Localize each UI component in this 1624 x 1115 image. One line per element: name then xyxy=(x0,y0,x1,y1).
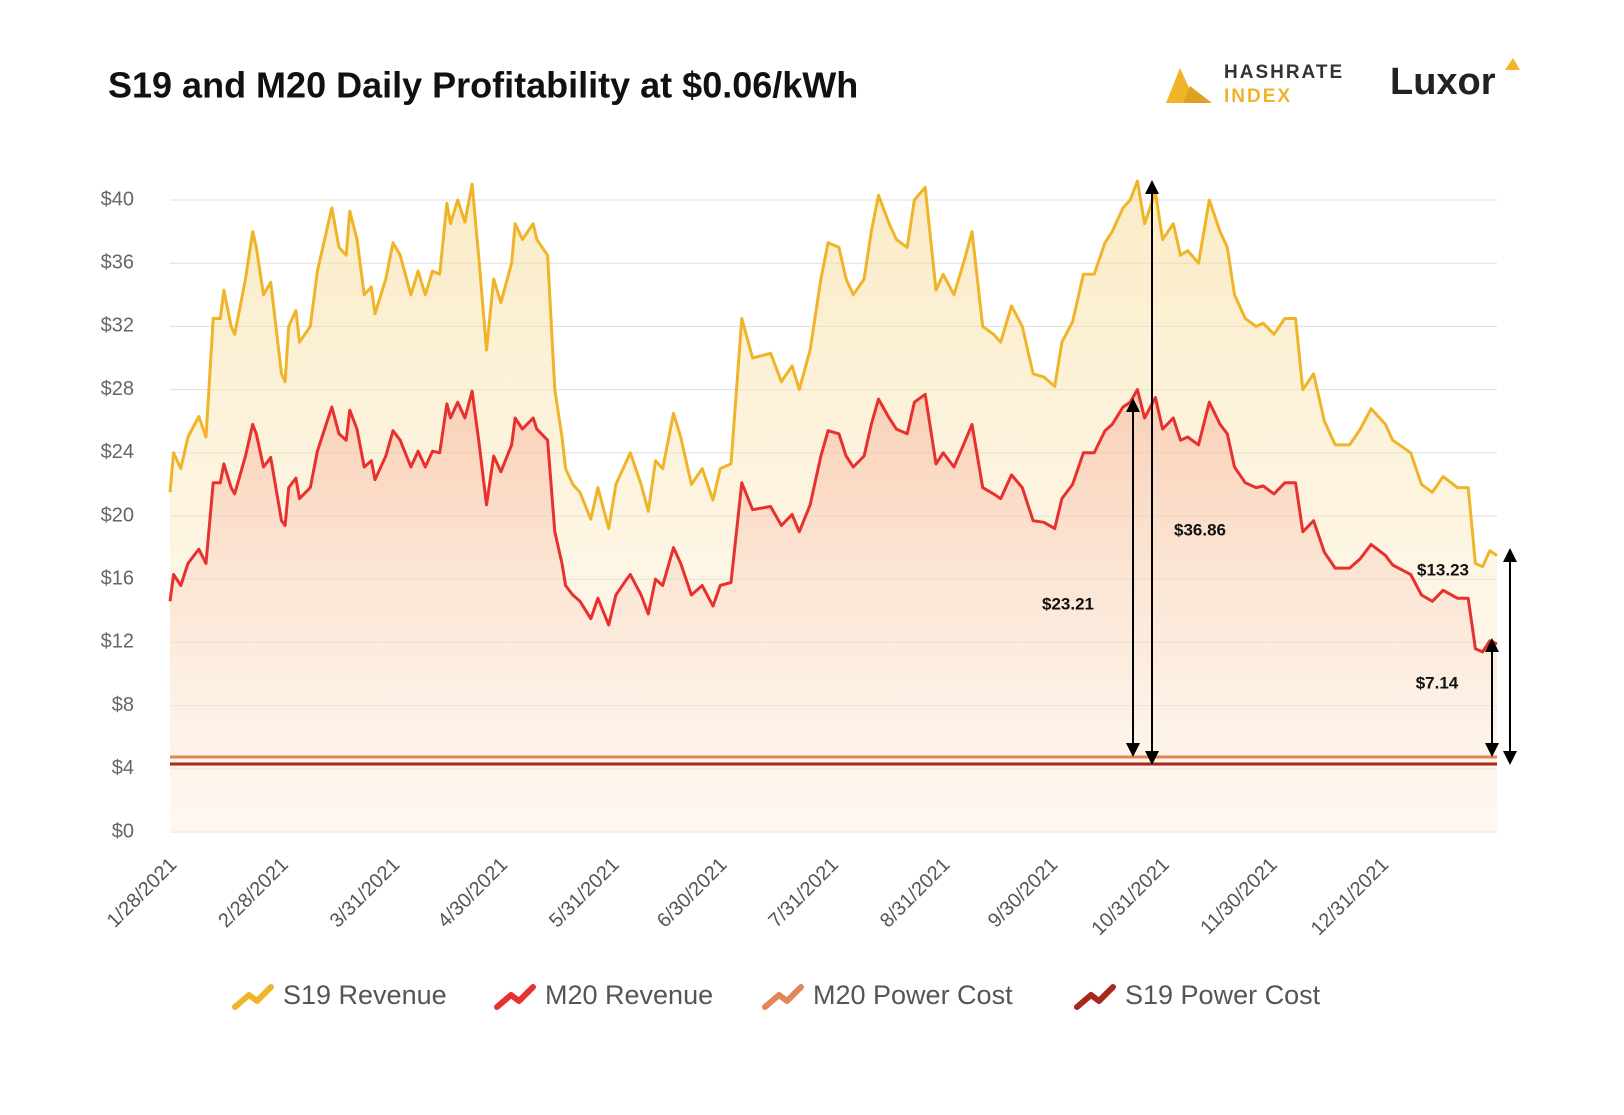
legend-swatch xyxy=(494,984,536,1010)
series-line xyxy=(168,179,1498,569)
y-tick-label: $28 xyxy=(101,378,134,400)
plot: $0 $4 $8 $12 $16 $20 $24 $28 $32 $36 $40 1/28/2021 2… xyxy=(101,179,1517,1010)
y-tick-label: $0 xyxy=(112,820,134,842)
y-tick-label: $36 xyxy=(101,251,134,273)
y-tick-label: $16 xyxy=(101,567,134,589)
logo-text: Luxor xyxy=(1390,61,1496,103)
area xyxy=(170,389,1497,832)
y-tick-label: $8 xyxy=(112,694,134,716)
annotation: $23.21 xyxy=(1042,594,1094,613)
annotation: $7.14 xyxy=(1416,673,1459,692)
legend-label: S19 Revenue xyxy=(283,980,447,1010)
legend-swatch xyxy=(762,984,804,1010)
x-tick-label: 10/31/2021 xyxy=(1087,854,1173,940)
x-tick-label: 12/31/2021 xyxy=(1307,854,1393,940)
x-tick-label: 5/31/2021 xyxy=(545,854,623,932)
legend-label: M20 Revenue xyxy=(545,980,713,1010)
y-tick-label: $12 xyxy=(101,631,134,653)
legend-swatch xyxy=(232,984,274,1010)
legend-label: M20 Power Cost xyxy=(813,980,1013,1010)
logo-icon xyxy=(1183,86,1212,103)
y-tick-label: $4 xyxy=(112,757,134,779)
x-tick-label: 4/30/2021 xyxy=(434,854,512,932)
x-tick-label: 2/28/2021 xyxy=(214,854,292,932)
annotation: $36.86 xyxy=(1174,520,1226,539)
x-tick-label: 1/28/2021 xyxy=(103,854,181,932)
x-tick-label: 11/30/2021 xyxy=(1196,854,1281,939)
series-line xyxy=(168,388,1498,654)
logo-icon xyxy=(1505,58,1520,70)
x-tick-label: 6/30/2021 xyxy=(653,854,731,932)
legend-label: S19 Power Cost xyxy=(1125,980,1321,1010)
x-tick-label: 8/31/2021 xyxy=(876,854,954,932)
annotation: $13.23 xyxy=(1417,560,1469,579)
chart-title: S19 and M20 Daily Profitability at $0.06… xyxy=(108,65,858,106)
x-tick-label: 3/31/2021 xyxy=(326,854,404,932)
y-tick-label: $24 xyxy=(101,441,134,463)
x-tick-label: 9/30/2021 xyxy=(984,854,1062,932)
y-tick-label: $32 xyxy=(101,315,134,337)
hashrate-logo: HASHRATE INDEX xyxy=(1166,62,1344,107)
luxor-logo: Luxor xyxy=(1390,58,1520,103)
logo-text: HASHRATE xyxy=(1224,62,1344,83)
logo-text: INDEX xyxy=(1224,86,1292,107)
x-tick-label: 7/31/2021 xyxy=(764,854,842,932)
y-tick-label: $20 xyxy=(101,504,134,526)
y-tick-label: $40 xyxy=(101,188,134,210)
legend-swatch xyxy=(1074,984,1116,1010)
